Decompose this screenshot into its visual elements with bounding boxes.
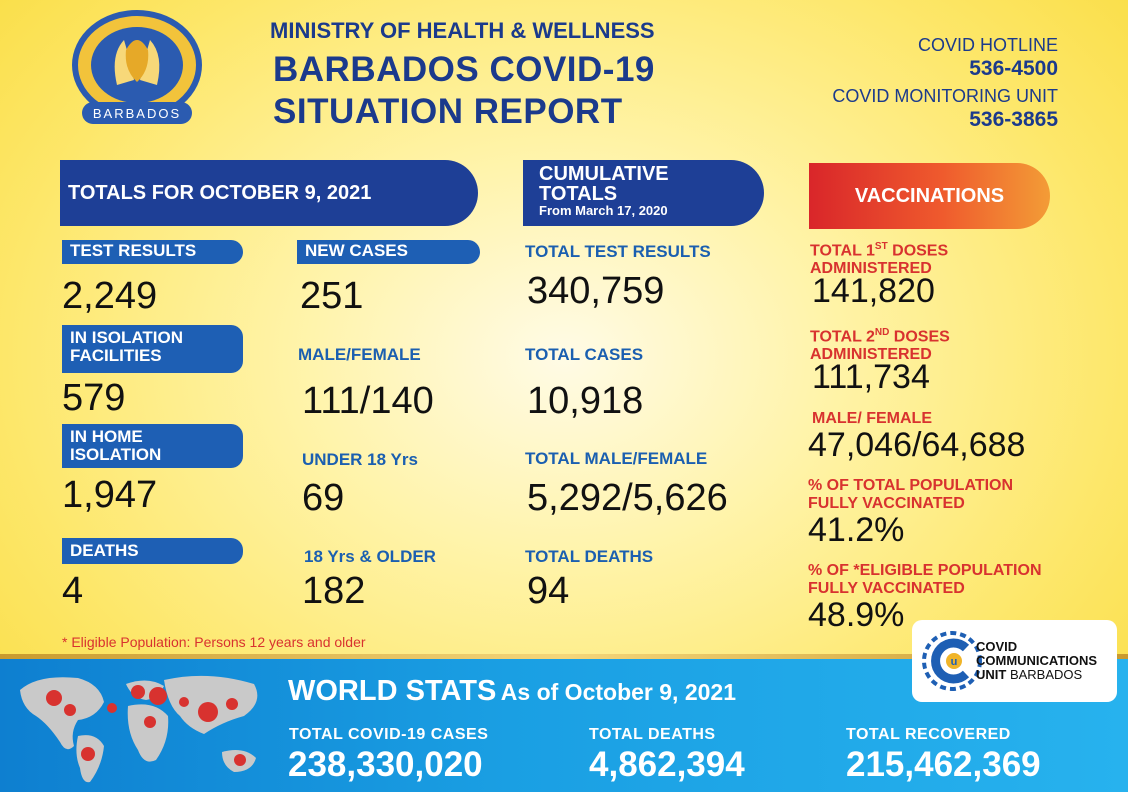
isolation-facilities-label-line1: IN ISOLATION: [70, 328, 184, 347]
first-doses-label-b: DOSES: [887, 242, 949, 260]
totals-banner: TOTALS FOR OCTOBER 9, 2021: [60, 160, 478, 226]
total-test-results-label: TOTAL TEST RESULTS: [525, 242, 711, 261]
report-title-line1: BARBADOS COVID-19: [273, 50, 655, 89]
svg-text:BARBADOS: BARBADOS: [93, 106, 181, 121]
ccu-line1: COVID: [976, 639, 1018, 654]
footer-divider: [0, 654, 1128, 659]
ministry-name: MINISTRY OF HEALTH & WELLNESS: [270, 18, 655, 43]
test-results-label: TEST RESULTS: [62, 240, 243, 264]
male-female-label: MALE/FEMALE: [298, 345, 421, 364]
eligible-pop-vaccinated-label: % OF *ELIGIBLE POPULATION FULLY VACCINAT…: [808, 562, 1042, 598]
under18-value: 69: [302, 477, 345, 519]
total-pop-vaccinated-value: 41.2%: [808, 511, 905, 549]
world-stats-asof: As of October 9, 2021: [500, 679, 736, 705]
total-male-female-label: TOTAL MALE/FEMALE: [525, 449, 708, 468]
second-doses-label-b: DOSES: [889, 328, 950, 346]
new-cases-label: NEW CASES: [297, 240, 480, 264]
new-cases-value: 251: [300, 275, 364, 317]
total-pop-vaccinated-label-line1: % OF TOTAL POPULATION: [808, 477, 1014, 494]
total-deaths-value: 94: [527, 570, 570, 612]
ccu-line2: COMMUNICATIONS: [976, 653, 1098, 668]
vaccinations-banner-text: VACCINATIONS: [854, 185, 1005, 207]
world-cases-value: 238,330,020: [288, 745, 483, 784]
world-recovered-label: TOTAL RECOVERED: [846, 726, 1011, 743]
vax-male-female-label: MALE/ FEMALE: [812, 410, 932, 427]
second-doses-label-sup: ND: [874, 327, 890, 338]
over18-value: 182: [302, 570, 366, 612]
eligible-footnote: * Eligible Population: Persons 12 years …: [62, 634, 366, 650]
second-doses-label-a: TOTAL 2: [810, 328, 875, 346]
world-deaths-label: TOTAL DEATHS: [589, 726, 716, 743]
second-doses-label: TOTAL 2ND DOSES ADMINISTERED: [810, 324, 950, 364]
isolation-facilities-value: 579: [62, 377, 126, 419]
isolation-facilities-label: IN ISOLATION FACILITIES: [62, 325, 243, 373]
deaths-value: 4: [62, 570, 84, 612]
over18-label: 18 Yrs & OLDER: [304, 547, 436, 566]
first-doses-label-line2: ADMINISTERED: [810, 260, 932, 278]
home-isolation-label: IN HOME ISOLATION: [62, 424, 243, 468]
home-isolation-label-line1: IN HOME: [70, 427, 143, 446]
report-title-line2: SITUATION REPORT: [273, 92, 623, 131]
world-stats-heading: WORLD STATS: [288, 675, 497, 707]
total-pop-vaccinated-label-line2: FULLY VACCINATED: [808, 495, 965, 512]
test-results-value: 2,249: [62, 275, 158, 317]
ccu-line3-rest: BARBADOS: [1006, 667, 1083, 682]
first-doses-value: 141,820: [812, 272, 935, 310]
first-doses-label: TOTAL 1ST DOSES ADMINISTERED: [810, 238, 948, 278]
total-cases-value: 10,918: [527, 380, 644, 422]
total-cases-label: TOTAL CASES: [525, 345, 644, 364]
world-cases-label: TOTAL COVID-19 CASES: [289, 726, 489, 743]
ccu-logo-icon: u: [922, 631, 982, 691]
monitoring-unit-number: 536-3865: [969, 108, 1058, 131]
ccu-badge: u COVID COMMUNICATIONS UNIT BARBADOS: [912, 620, 1117, 702]
ministry-logo: BARBADOS: [62, 10, 212, 130]
world-deaths-value: 4,862,394: [589, 745, 745, 784]
cumulative-banner-line1: CUMULATIVE: [539, 163, 669, 185]
first-doses-label-a: TOTAL 1: [810, 242, 875, 260]
total-pop-vaccinated-label: % OF TOTAL POPULATION FULLY VACCINATED: [808, 477, 1013, 513]
under18-label: UNDER 18 Yrs: [302, 450, 418, 469]
home-isolation-value: 1,947: [62, 474, 158, 516]
world-stats-title: WORLD STATS As of October 9, 2021: [288, 675, 736, 708]
vax-male-female-value: 47,046/64,688: [808, 426, 1026, 464]
cumulative-banner-sub: From March 17, 2020: [539, 203, 668, 218]
total-deaths-label: TOTAL DEATHS: [525, 547, 654, 566]
deaths-label: DEATHS: [62, 538, 243, 564]
totals-banner-text: TOTALS FOR OCTOBER 9, 2021: [68, 182, 372, 204]
covid-hotline-label: COVID HOTLINE: [917, 35, 1058, 55]
home-isolation-label-line2: ISOLATION: [70, 445, 162, 464]
second-doses-label-line2: ADMINISTERED: [810, 346, 932, 364]
second-doses-value: 111,734: [812, 358, 930, 396]
covid-hotline-number: 536-4500: [969, 57, 1058, 80]
ccu-line3-bold: UNIT: [976, 667, 1007, 682]
world-recovered-value: 215,462,369: [846, 745, 1041, 784]
eligible-pop-vaccinated-value: 48.9%: [808, 596, 905, 634]
ccu-text: COVID COMMUNICATIONS UNIT BARBADOS: [976, 640, 1097, 682]
monitoring-unit-label: COVID MONITORING UNIT: [832, 86, 1058, 106]
svg-text:u: u: [951, 656, 958, 668]
eligible-pop-vaccinated-label-line1: % OF *ELIGIBLE POPULATION: [808, 562, 1042, 579]
total-test-results-value: 340,759: [527, 270, 665, 312]
total-male-female-value: 5,292/5,626: [527, 477, 728, 519]
vaccinations-banner: VACCINATIONS: [809, 163, 1050, 229]
cumulative-banner: CUMULATIVE TOTALS From March 17, 2020: [523, 160, 764, 226]
first-doses-label-sup: ST: [874, 241, 888, 252]
male-female-value: 111/140: [302, 380, 434, 422]
cumulative-banner-line2: TOTALS: [539, 183, 618, 205]
eligible-pop-vaccinated-label-line2: FULLY VACCINATED: [808, 580, 965, 597]
world-map-graphic: [8, 662, 278, 790]
isolation-facilities-label-line2: FACILITIES: [70, 346, 162, 365]
